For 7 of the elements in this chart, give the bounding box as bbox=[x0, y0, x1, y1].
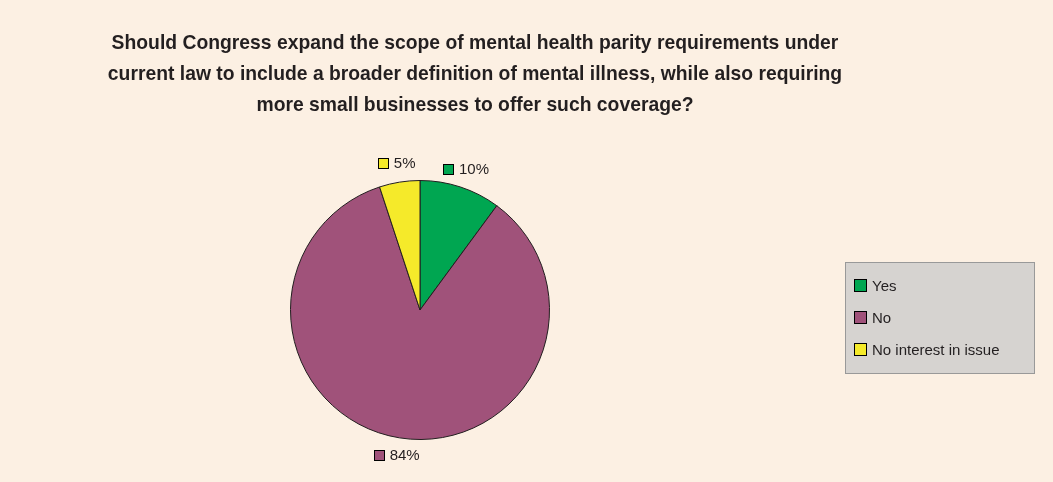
data-label: 10% bbox=[459, 160, 490, 178]
legend-label: Yes bbox=[872, 276, 897, 294]
data-label: 84% bbox=[389, 445, 420, 463]
legend-label: No interest in issue bbox=[872, 340, 1000, 358]
data-label: 5% bbox=[393, 154, 416, 172]
chart-title: Should Congress expand the scope of mental health parity requirements under current law to include a broader definition of mental illness, while also requiring more small businesses to offer such coverage? bbox=[106, 29, 844, 117]
legend-label: No bbox=[872, 308, 892, 326]
